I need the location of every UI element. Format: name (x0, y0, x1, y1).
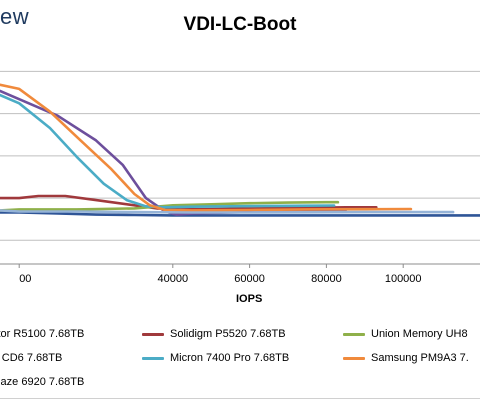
legend-item-0: stor R5100 7.68TB (0, 328, 84, 340)
chart-legend: stor R5100 7.68TB Solidigm P5520 7.68TB Un… (0, 318, 480, 401)
x-tick-label-4: 100000 (385, 273, 422, 285)
x-tick-label-1: 40000 (158, 273, 189, 285)
legend-item-3: A CD6 7.68TB (0, 352, 62, 364)
legend-swatch-2 (343, 332, 365, 336)
chart-series-group (0, 83, 480, 217)
legend-swatch-4 (142, 356, 164, 360)
legend-label-4: Micron 7400 Pro 7.68TB (170, 352, 290, 365)
legend-swatch-5 (343, 356, 365, 360)
brand-logo-text: ew (0, 4, 30, 29)
legend-item-5: Samsung PM9A3 7. (343, 352, 469, 364)
legend-label-0: stor R5100 7.68TB (0, 328, 85, 341)
chart-title: VDI-LC-Boot (183, 14, 297, 35)
chart-x-ticks: 00 40000 60000 80000 100000 (18, 264, 422, 285)
legend-label-6: blaze 6920 7.68TB (0, 376, 85, 389)
series-line-4 (0, 93, 336, 209)
legend-label-3: A CD6 7.68TB (0, 352, 63, 365)
legend-label-2: Union Memory UH8 (371, 328, 468, 341)
series-line-0 (0, 211, 480, 217)
legend-swatch-1 (142, 332, 164, 336)
chart-gridlines (0, 70, 480, 265)
series-line-6 (0, 209, 455, 214)
legend-item-2: Union Memory UH8 (343, 328, 468, 340)
x-tick-label-3: 80000 (311, 273, 342, 285)
series-line-5 (0, 83, 413, 212)
series-line-2 (0, 200, 340, 212)
x-axis-label: IOPS (236, 293, 263, 305)
x-tick-label-2: 60000 (234, 273, 265, 285)
x-tick-label-0: 00 (19, 273, 31, 285)
legend-label-1: Solidigm P5520 7.68TB (170, 328, 286, 341)
legend-item-4: Micron 7400 Pro 7.68TB (142, 352, 289, 364)
legend-item-1: Solidigm P5520 7.68TB (142, 328, 286, 340)
footer-divider (0, 398, 480, 399)
line-chart: 00 40000 60000 80000 100000 (0, 70, 480, 285)
legend-label-5: Samsung PM9A3 7. (371, 352, 469, 365)
legend-item-6: blaze 6920 7.68TB (0, 376, 84, 388)
